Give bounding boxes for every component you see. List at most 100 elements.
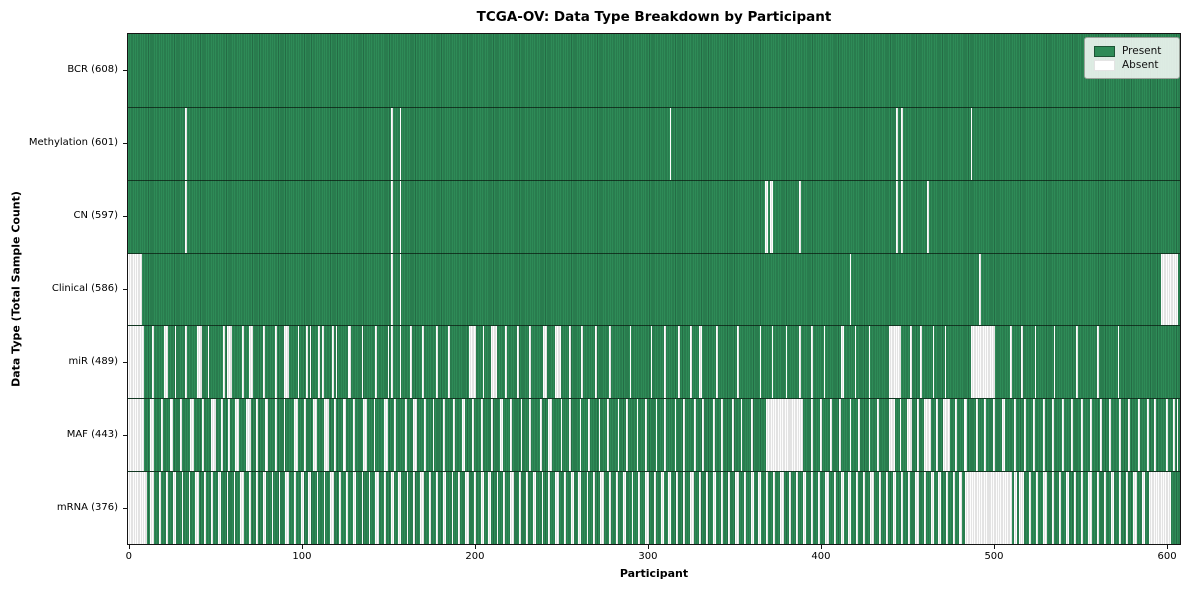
- absent-block: [517, 326, 520, 399]
- absent-block: [953, 472, 956, 544]
- absent-block: [365, 399, 367, 472]
- absent-block: [532, 472, 537, 544]
- absent-block: [712, 472, 717, 544]
- absent-block: [1001, 399, 1004, 472]
- absent-block: [520, 399, 523, 472]
- absent-block: [965, 472, 1013, 544]
- absent-block: [752, 472, 755, 544]
- y-tick-mark: [123, 143, 127, 145]
- absent-block: [731, 399, 734, 472]
- absent-block: [759, 326, 762, 399]
- absent-block: [555, 472, 559, 544]
- absent-block: [543, 326, 545, 399]
- absent-block: [915, 472, 919, 544]
- absent-block: [740, 399, 743, 472]
- legend: Present Absent: [1084, 37, 1180, 79]
- absent-block: [771, 326, 774, 399]
- absent-block: [1053, 326, 1056, 399]
- absent-block: [1043, 399, 1046, 472]
- absent-block: [1076, 326, 1078, 399]
- absent-block: [510, 399, 513, 472]
- absent-block: [683, 399, 686, 472]
- absent-block: [942, 399, 950, 472]
- absent-swatch-icon: [1094, 59, 1115, 71]
- x-tick-mark: [1167, 545, 1169, 549]
- absent-block: [849, 253, 852, 326]
- absent-block: [683, 472, 686, 544]
- absent-block: [885, 472, 888, 544]
- heatmap-row-bcr: [128, 34, 1180, 107]
- absent-block: [946, 472, 949, 544]
- absent-block: [373, 399, 376, 472]
- absent-block: [262, 326, 265, 399]
- absent-block: [211, 399, 217, 472]
- absent-block: [197, 326, 203, 399]
- absent-block: [958, 472, 961, 544]
- absent-block: [413, 472, 416, 544]
- absent-block: [313, 399, 315, 472]
- absent-block: [932, 326, 935, 399]
- absent-block: [128, 253, 142, 326]
- x-tick-label: 500: [984, 551, 1004, 562]
- absent-block: [482, 472, 485, 544]
- x-tick-label: 600: [1157, 551, 1177, 562]
- absent-block: [1020, 326, 1023, 399]
- x-tick-label: 0: [125, 551, 133, 562]
- absent-block: [780, 472, 784, 544]
- absent-block: [856, 472, 859, 544]
- absent-block: [678, 326, 680, 399]
- y-tick-label: Clinical (586): [51, 283, 118, 294]
- absent-block: [650, 326, 653, 399]
- absent-block: [399, 253, 402, 326]
- absent-block: [1020, 472, 1025, 544]
- absent-block: [586, 472, 589, 544]
- absent-block: [1051, 472, 1054, 544]
- absent-block: [702, 399, 705, 472]
- absent-block: [923, 399, 931, 472]
- absent-block: [750, 472, 753, 544]
- absent-block: [387, 326, 390, 399]
- absent-block: [404, 399, 407, 472]
- absent-block: [128, 472, 148, 544]
- absent-block: [352, 472, 357, 544]
- absent-block: [842, 472, 845, 544]
- absent-block: [228, 399, 231, 472]
- absent-block: [1141, 472, 1144, 544]
- absent-block: [283, 326, 289, 399]
- absent-block: [920, 326, 923, 399]
- absent-block: [302, 472, 305, 544]
- absent-block: [581, 326, 584, 399]
- absent-block: [250, 326, 253, 399]
- absent-block: [192, 399, 194, 472]
- absent-block: [217, 472, 222, 544]
- absent-block: [541, 472, 544, 544]
- absent-block: [840, 472, 843, 544]
- absent-block: [1096, 472, 1099, 544]
- absent-block: [242, 326, 244, 399]
- absent-block: [932, 472, 935, 544]
- absent-block: [349, 326, 352, 399]
- absent-block: [202, 399, 205, 472]
- y-tick-label: MAF (443): [66, 428, 118, 440]
- absent-block: [773, 472, 776, 544]
- absent-block: [249, 326, 251, 399]
- absent-block: [910, 326, 912, 399]
- x-axis-label: Participant: [619, 567, 689, 580]
- absent-block: [854, 326, 857, 399]
- x-tick-mark: [647, 545, 649, 549]
- absent-block: [799, 180, 802, 253]
- absent-block: [352, 399, 355, 472]
- absent-block: [1036, 472, 1039, 544]
- x-tick-mark: [820, 545, 822, 549]
- absent-block: [500, 399, 502, 472]
- absent-block: [1003, 399, 1006, 472]
- absent-block: [544, 326, 547, 399]
- absent-block: [901, 107, 904, 180]
- absent-block: [802, 472, 807, 544]
- absent-block: [309, 326, 312, 399]
- absent-block: [757, 472, 762, 544]
- absent-block: [237, 399, 239, 472]
- absent-block: [1043, 472, 1047, 544]
- absent-block: [333, 399, 336, 472]
- absent-block: [842, 326, 845, 399]
